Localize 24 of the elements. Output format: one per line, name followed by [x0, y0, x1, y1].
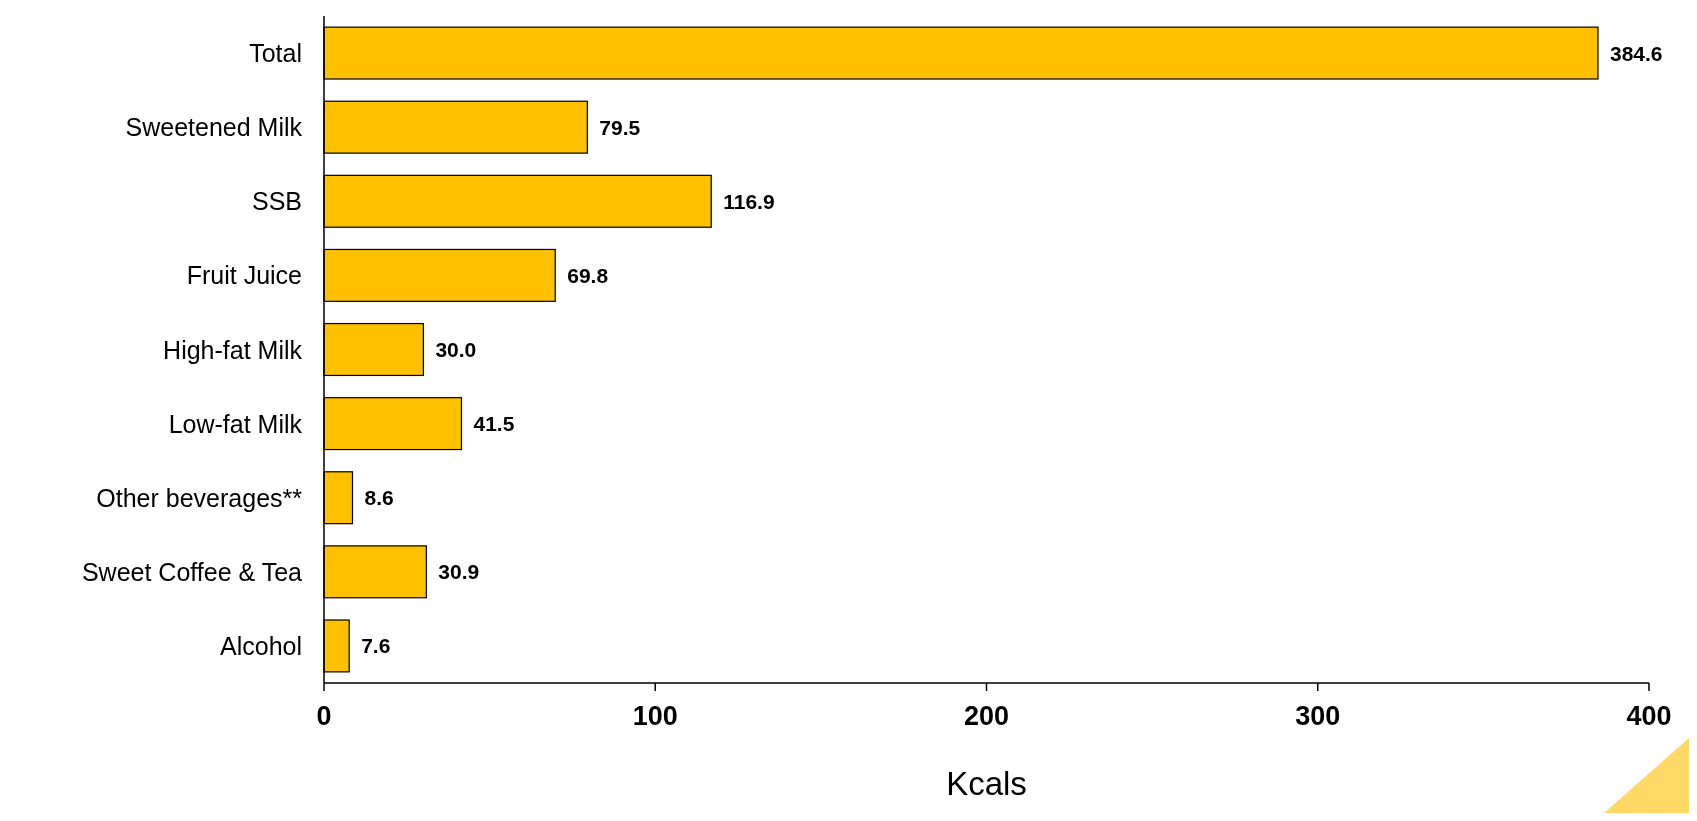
x-tick-label: 200: [963, 701, 1010, 731]
y-tick-label: High-fat Milk: [163, 335, 303, 364]
data-label: 41.5: [473, 412, 515, 436]
y-tick-label: Low-fat Milk: [168, 409, 303, 438]
y-tick-label: Alcohol: [220, 631, 302, 660]
data-label: 79.5: [599, 115, 641, 139]
data-label: 7.6: [361, 634, 391, 658]
x-tick-label: 0: [316, 701, 332, 731]
x-tick-label: 100: [632, 701, 678, 731]
y-tick-label: SSB: [251, 187, 302, 216]
y-tick-label: Fruit Juice: [186, 261, 302, 290]
y-tick-label: Total: [249, 39, 302, 68]
data-label: 8.6: [364, 486, 394, 510]
data-label: 116.9: [723, 189, 775, 213]
data-label: 384.6: [1609, 41, 1663, 65]
data-label: 30.0: [435, 338, 477, 361]
x-axis-title: Kcals: [946, 765, 1027, 802]
x-tick-label: 400: [1626, 701, 1672, 731]
data-label: 30.9: [438, 560, 480, 584]
y-tick-label: Other beverages**: [96, 483, 303, 512]
x-tick-label: 300: [1295, 701, 1341, 731]
y-tick-label: Sweet Coffee & Tea: [81, 557, 303, 586]
data-label: 69.8: [567, 263, 609, 287]
y-tick-label: Sweetened Milk: [125, 113, 303, 142]
